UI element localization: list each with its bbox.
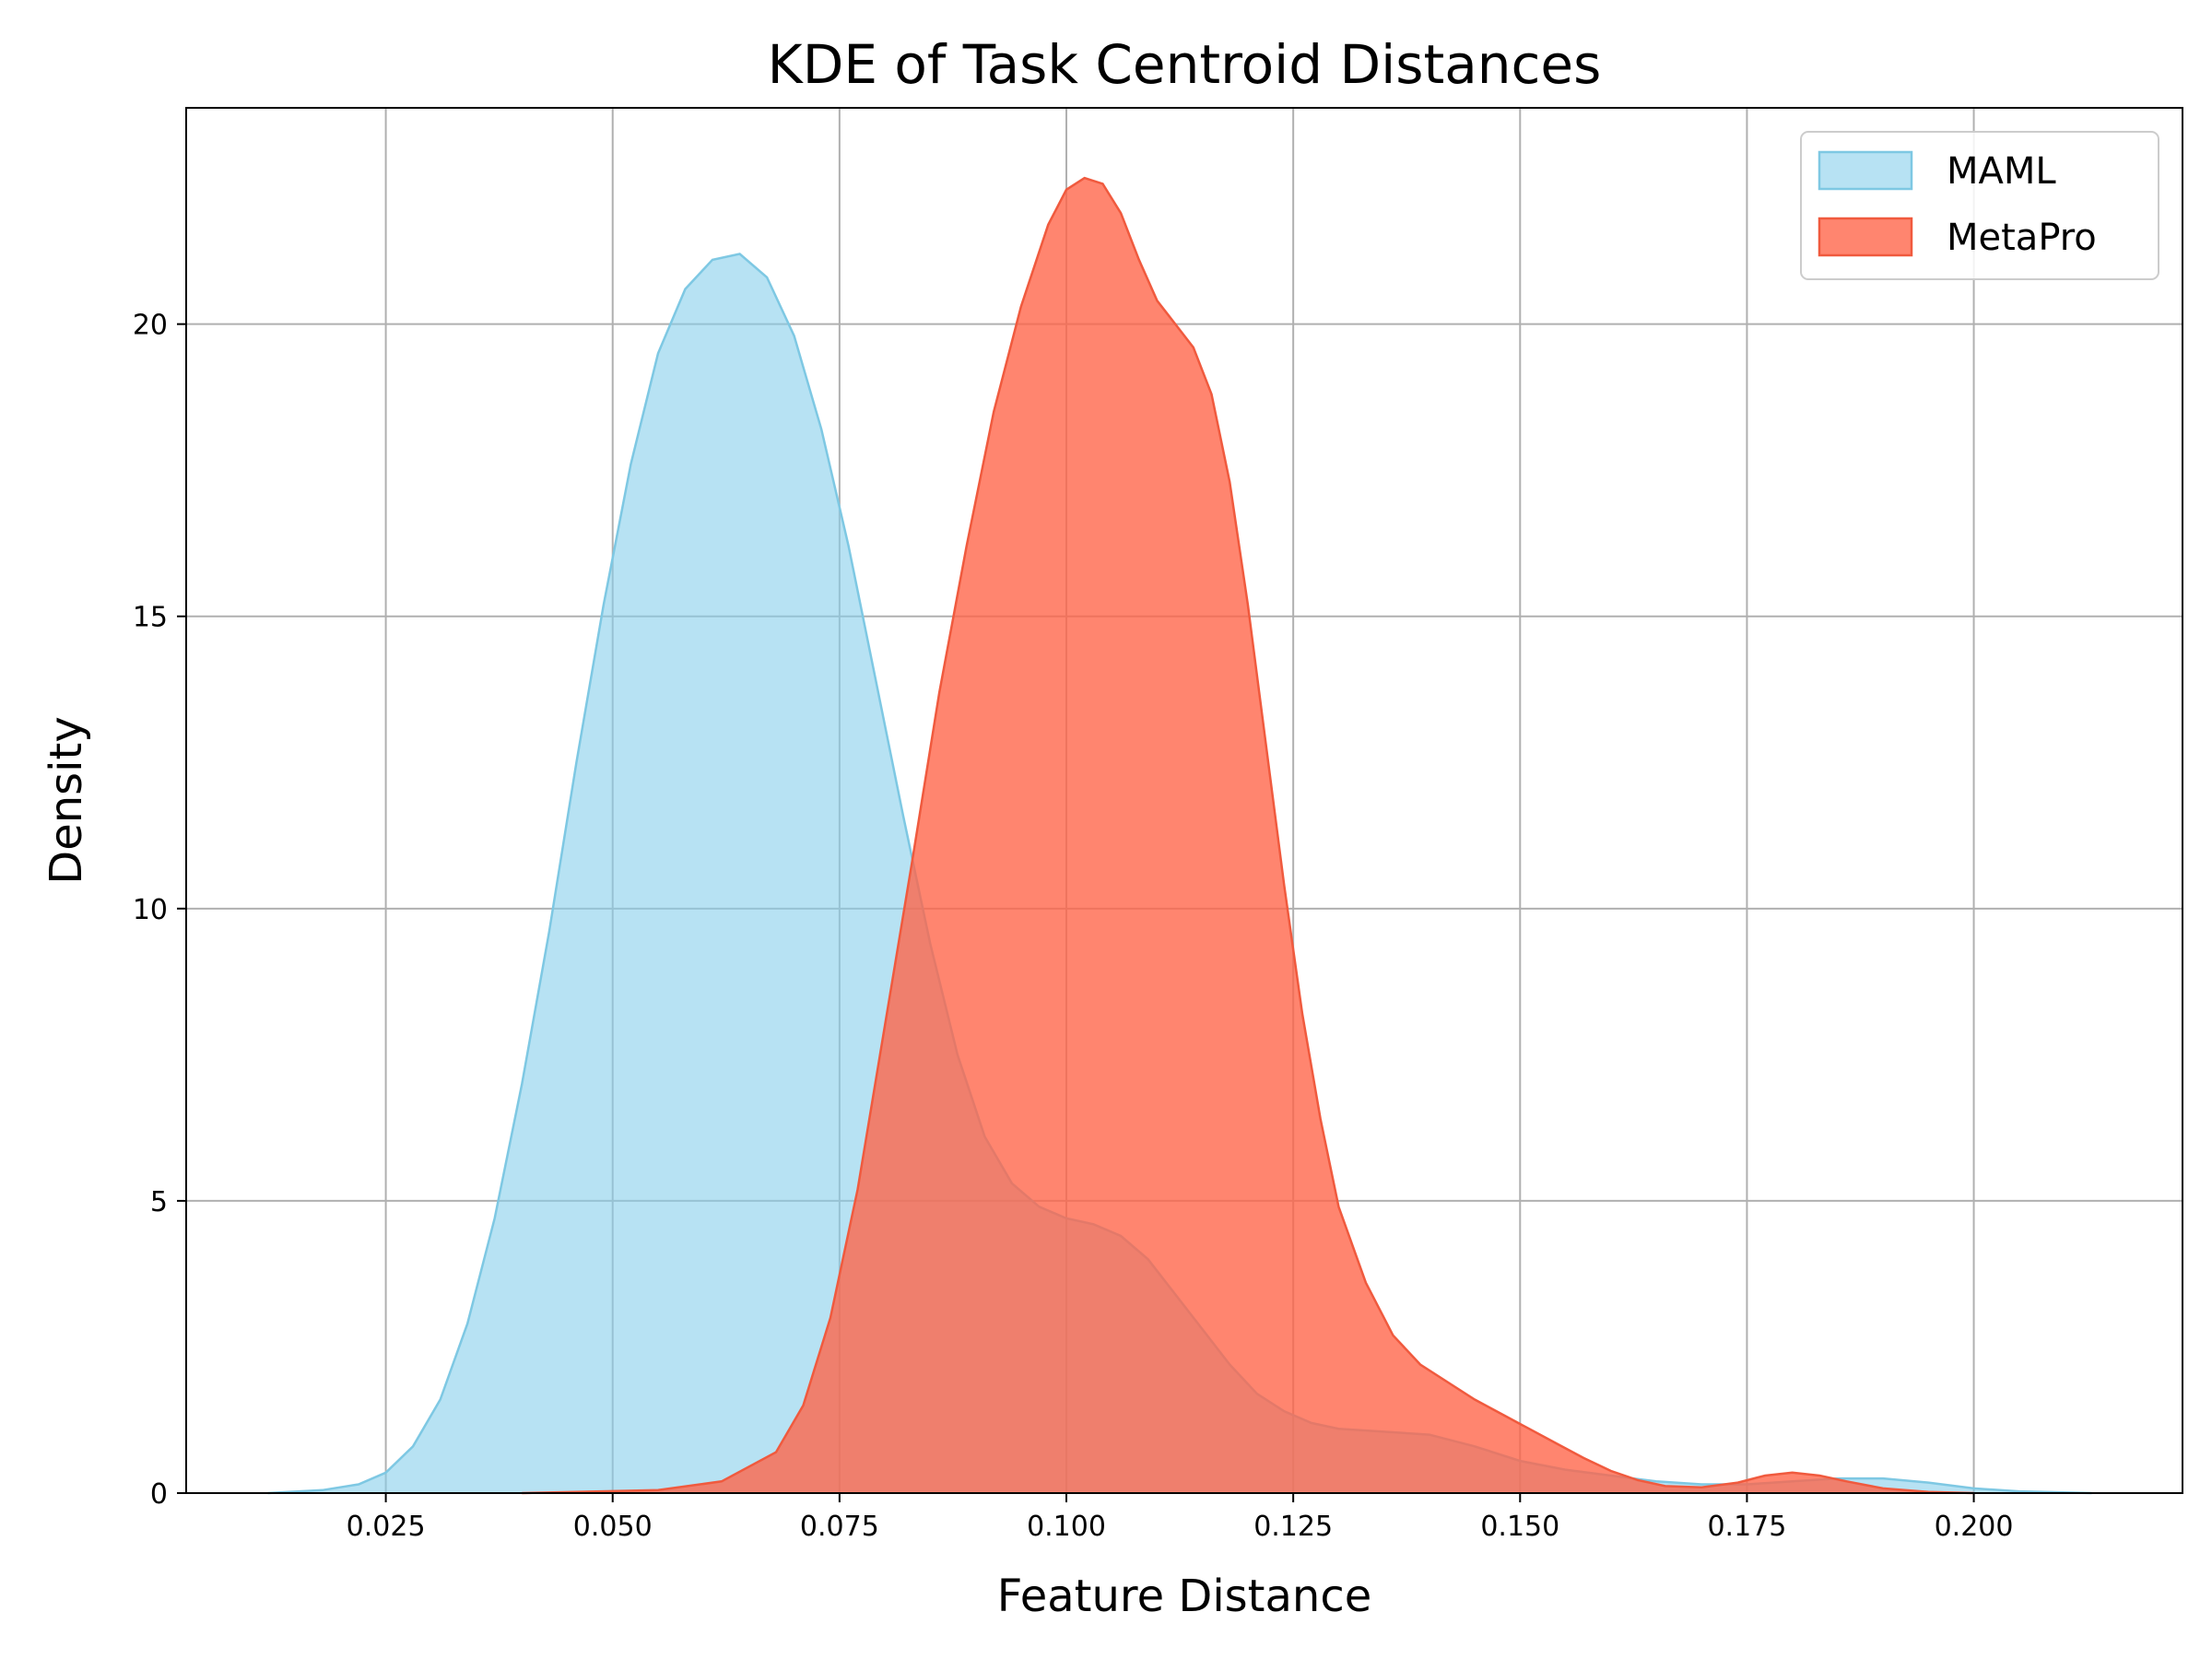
- series-area-metapro: [522, 178, 1974, 1494]
- y-tick-label-3: 15: [133, 602, 168, 634]
- x-tick-label-1: 0.050: [573, 1511, 653, 1543]
- legend: MAML MetaPro: [1800, 131, 2159, 280]
- x-tick-label-0: 0.025: [347, 1511, 426, 1543]
- series-area-maml: [267, 253, 2092, 1493]
- y-tick-label-4: 20: [133, 310, 168, 342]
- x-axis-label: Feature Distance: [997, 1571, 1372, 1622]
- axis-ticks: 0.025 0.050 0.075 0.100 0.125 0.150 0.175 0.200…: [133, 310, 2014, 1543]
- x-tick-label-2: 0.075: [800, 1511, 879, 1543]
- series-areas: [267, 176, 2092, 1495]
- y-tick-label-1: 5: [150, 1186, 168, 1218]
- legend-swatch-metapro: [1818, 217, 1913, 257]
- y-axis-label: Density: [41, 716, 92, 884]
- chart-title: KDE of Task Centroid Distances: [768, 33, 1602, 96]
- legend-swatch-maml: [1818, 150, 1913, 191]
- series-line-metapro: [522, 176, 1974, 1495]
- legend-label-metapro: MetaPro: [1947, 217, 2097, 259]
- y-tick-label-0: 0: [150, 1478, 168, 1511]
- plot-frame: [185, 107, 2183, 1494]
- legend-label-maml: MAML: [1947, 150, 2056, 193]
- x-tick-label-7: 0.200: [1935, 1511, 2014, 1543]
- x-tick-label-3: 0.100: [1027, 1511, 1106, 1543]
- x-tick-label-5: 0.150: [1480, 1511, 1559, 1543]
- y-tick-label-2: 10: [133, 894, 168, 926]
- x-tick-label-4: 0.125: [1253, 1511, 1333, 1543]
- x-tick-label-6: 0.175: [1707, 1511, 1786, 1543]
